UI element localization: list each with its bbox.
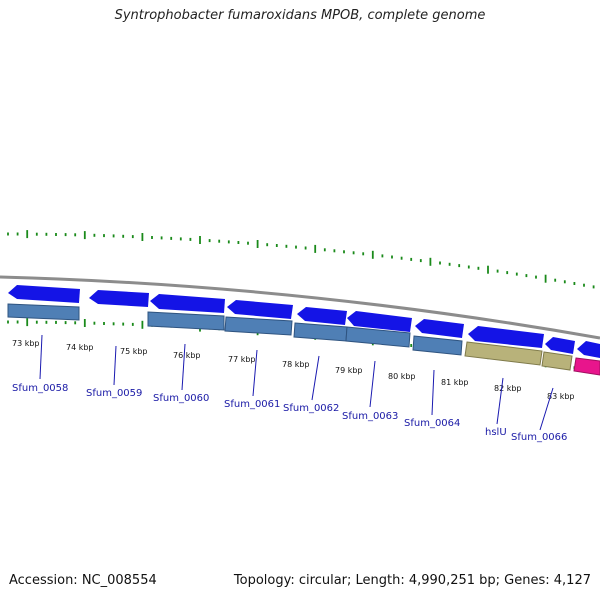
leader-line [431,369,435,416]
gene-block-sfum-0061[interactable] [224,316,293,336]
leader-line [39,334,43,380]
gene-labels: Sfum_0058 Sfum_0059 Sfum_0060 Sfum_0061 … [12,383,567,443]
leader-line [369,360,376,408]
gene-track [7,303,600,376]
leader-line [113,345,117,386]
gene-feature-sfum-0059-cds[interactable] [89,290,149,307]
gene-feature-sfum-0066-cds[interactable] [545,337,575,354]
leader-line [252,349,258,397]
gene-block-sfum-0066[interactable] [541,351,573,371]
accession-text: Accession: NC_008554 [9,573,157,588]
gene-block-sfum-0064[interactable] [412,335,463,356]
gene-label[interactable]: Sfum_0062 [283,403,339,414]
leader-line [311,355,320,401]
gene-feature-sfum-0064-cds[interactable] [415,319,464,338]
gene-feature-sfum-0060-cds[interactable] [150,294,225,313]
gene-feature-sfum-0061-cds[interactable] [227,300,293,319]
gene-feature-sfum-0058-cds[interactable] [8,285,80,303]
kbp-label: 83 kbp [547,392,575,401]
kbp-scale-labels: 73 kbp 74 kbp 75 kbp 76 kbp 77 kbp 78 kb… [12,339,575,401]
gene-label[interactable]: Sfum_0064 [404,418,460,429]
gene-label[interactable]: Sfum_0061 [224,399,280,410]
kbp-label: 80 kbp [388,372,416,381]
gene-feature-hslu-cds[interactable] [468,326,544,348]
forward-strand-features [8,285,600,358]
leader-line [539,387,554,431]
kbp-label: 77 kbp [228,355,256,364]
leader-line [181,343,186,391]
gene-block-sfum-0060[interactable] [147,311,225,331]
genome-backbone [0,275,600,340]
leader-line [496,377,504,425]
gene-block-sfum-0063[interactable] [345,326,411,348]
topology-text: Topology: circular; Length: 4,990,251 bp… [233,573,591,588]
kbp-label: 82 kbp [494,384,522,393]
gene-block-sfum-0058[interactable] [7,303,80,321]
gene-label[interactable]: Sfum_0066 [511,432,567,443]
gene-label[interactable]: Sfum_0060 [153,393,209,404]
gene-feature-sfum-0063-cds[interactable] [347,311,412,332]
map-title: Syntrophobacter fumaroxidans MPOB, compl… [114,8,486,23]
kbp-label: 78 kbp [282,360,310,369]
gene-label[interactable]: Sfum_0059 [86,388,142,399]
gene-feature-sfum-0062-cds[interactable] [297,307,347,325]
kbp-label: 74 kbp [66,343,94,352]
kbp-label: 81 kbp [441,378,469,387]
gene-label[interactable]: hslU [485,427,507,438]
gene-label[interactable]: Sfum_0058 [12,383,68,394]
gene-block-next[interactable] [573,357,600,376]
gene-block-hslu[interactable] [464,341,543,366]
outer-tick-track [7,230,595,289]
gene-label[interactable]: Sfum_0063 [342,411,398,422]
kbp-label: 76 kbp [173,351,201,360]
gene-block-sfum-0062[interactable] [293,322,348,342]
kbp-label: 73 kbp [12,339,40,348]
kbp-label: 75 kbp [120,347,148,356]
kbp-label: 79 kbp [335,366,363,375]
gene-label-leaders [39,334,554,431]
gene-feature-next-cds[interactable] [577,341,600,358]
